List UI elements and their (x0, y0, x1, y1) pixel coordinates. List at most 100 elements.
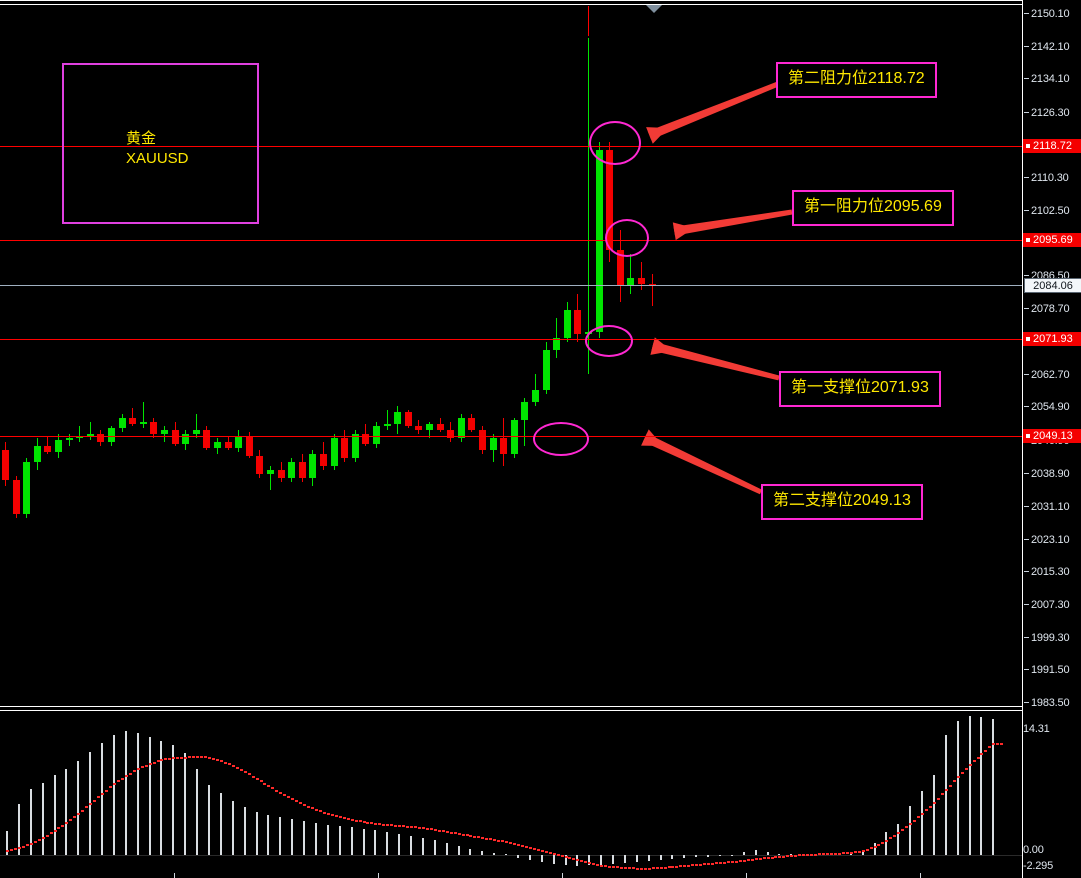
level-price-tag-r1[interactable]: 2095.69 (1023, 233, 1081, 247)
candle-body (553, 338, 561, 350)
candle-body (65, 438, 73, 440)
macd-signal-point (188, 756, 192, 759)
macd-signal-point (960, 772, 964, 775)
macd-signal-point (782, 855, 786, 858)
macd-signal-point (798, 854, 802, 857)
marker-s1[interactable] (585, 325, 633, 357)
candle-body (341, 438, 349, 458)
macd-signal-point (746, 859, 750, 862)
macd-signal-point (540, 850, 544, 853)
macd-signal-point (461, 833, 465, 836)
top-rule (0, 0, 1022, 1)
candle-wick (588, 38, 589, 374)
axis-tick-label: 2134.10 (1031, 73, 1070, 85)
macd-axis-tick-label: 14.31 (1023, 723, 1050, 735)
macd-signal-point (992, 743, 996, 746)
macd-indicator-panel[interactable] (0, 706, 1081, 878)
current-price-tag[interactable]: 2084.06 (1024, 278, 1081, 293)
macd-plot-area[interactable] (0, 712, 1022, 878)
macd-signal-point (560, 855, 564, 858)
instrument-symbol: XAUUSD (126, 150, 189, 167)
price-axis[interactable]: 2150.10 2142.10 2134.10 2126.30 2110.30 2102.… (1022, 0, 1081, 878)
macd-signal-point (671, 866, 675, 869)
candle-body (648, 284, 656, 286)
candle-wick (195, 414, 197, 438)
macd-signal-point (326, 813, 330, 816)
level-line-r2[interactable] (0, 146, 1022, 147)
macd-signal-point (184, 756, 188, 759)
axis-tick: 2007.30 (1023, 599, 1081, 612)
macd-signal-point (556, 854, 560, 857)
crosshair-marker-icon (646, 5, 662, 13)
price-chart-panel[interactable] (0, 6, 1081, 706)
macd-signal-point (905, 826, 909, 829)
candle-body (76, 436, 84, 438)
macd-signal-point (988, 746, 992, 749)
candle-body (489, 438, 497, 450)
candle-body (330, 438, 338, 466)
macd-signal-point (93, 799, 97, 802)
marker-r2[interactable] (589, 121, 641, 165)
note-r1[interactable]: 第一阻力位2095.69 (792, 190, 954, 226)
macd-signal-point (810, 853, 814, 856)
macd-signal-point (996, 743, 1000, 746)
candle-body (203, 430, 211, 448)
note-s2[interactable]: 第二支撑位2049.13 (761, 484, 923, 520)
level-line-s1[interactable] (0, 339, 1022, 340)
macd-histogram-bar (112, 735, 115, 856)
macd-signal-point (865, 848, 869, 851)
macd-signal-point (568, 857, 572, 860)
price-plot-area[interactable] (0, 6, 1022, 706)
axis-tick-dash (1024, 636, 1029, 638)
candle-body (33, 446, 41, 462)
macd-histogram-bar (457, 846, 460, 856)
macd-signal-point (623, 867, 627, 870)
macd-signal-point (703, 863, 707, 866)
macd-histogram-bar (623, 855, 626, 864)
level-price-tag-r2[interactable]: 2118.72 (1023, 139, 1081, 153)
macd-signal-point (726, 861, 730, 864)
macd-signal-point (869, 847, 873, 850)
marker-r1[interactable] (605, 219, 649, 257)
macd-signal-point (564, 856, 568, 859)
level-price-tag-s1[interactable]: 2071.93 (1023, 332, 1081, 346)
macd-signal-point (148, 763, 152, 766)
macd-signal-point (663, 866, 667, 869)
macd-signal-point (112, 783, 116, 786)
level-tag-handle[interactable] (1025, 237, 1031, 243)
macd-signal-point (520, 845, 524, 848)
macd-signal-point (152, 761, 156, 764)
macd-signal-point (465, 834, 469, 837)
candle-body (139, 422, 147, 424)
candle-body (256, 456, 264, 474)
macd-signal-point (299, 802, 303, 805)
axis-tick-dash (1024, 373, 1029, 375)
marker-s2[interactable] (533, 422, 589, 456)
note-r2[interactable]: 第二阻力位2118.72 (776, 62, 937, 98)
candle-body (97, 434, 105, 442)
level-tag-handle[interactable] (1025, 433, 1031, 439)
axis-tick-dash (1024, 274, 1029, 276)
macd-signal-point (128, 772, 132, 775)
level-tag-label: 2095.69 (1033, 234, 1073, 246)
macd-signal-point (897, 832, 901, 835)
macd-signal-point (235, 767, 239, 770)
macd-signal-point (346, 818, 350, 821)
note-s1[interactable]: 第一支撑位2071.93 (779, 371, 941, 407)
level-tag-handle[interactable] (1025, 143, 1031, 149)
candle-body (118, 418, 126, 428)
macd-signal-point (29, 843, 33, 846)
level-tag-handle[interactable] (1025, 336, 1031, 342)
level-line-r1[interactable] (0, 240, 1022, 241)
macd-signal-point (889, 837, 893, 840)
macd-signal-point (841, 852, 845, 855)
level-price-tag-s2[interactable]: 2049.13 (1023, 429, 1081, 443)
macd-signal-point (287, 796, 291, 799)
macd-signal-point (378, 823, 382, 826)
macd-signal-point (528, 847, 532, 850)
macd-signal-point (263, 782, 267, 785)
macd-histogram-bar (540, 855, 543, 863)
macd-signal-point (544, 851, 548, 854)
macd-histogram-bar (303, 821, 306, 856)
level-line-s2[interactable] (0, 436, 1022, 437)
